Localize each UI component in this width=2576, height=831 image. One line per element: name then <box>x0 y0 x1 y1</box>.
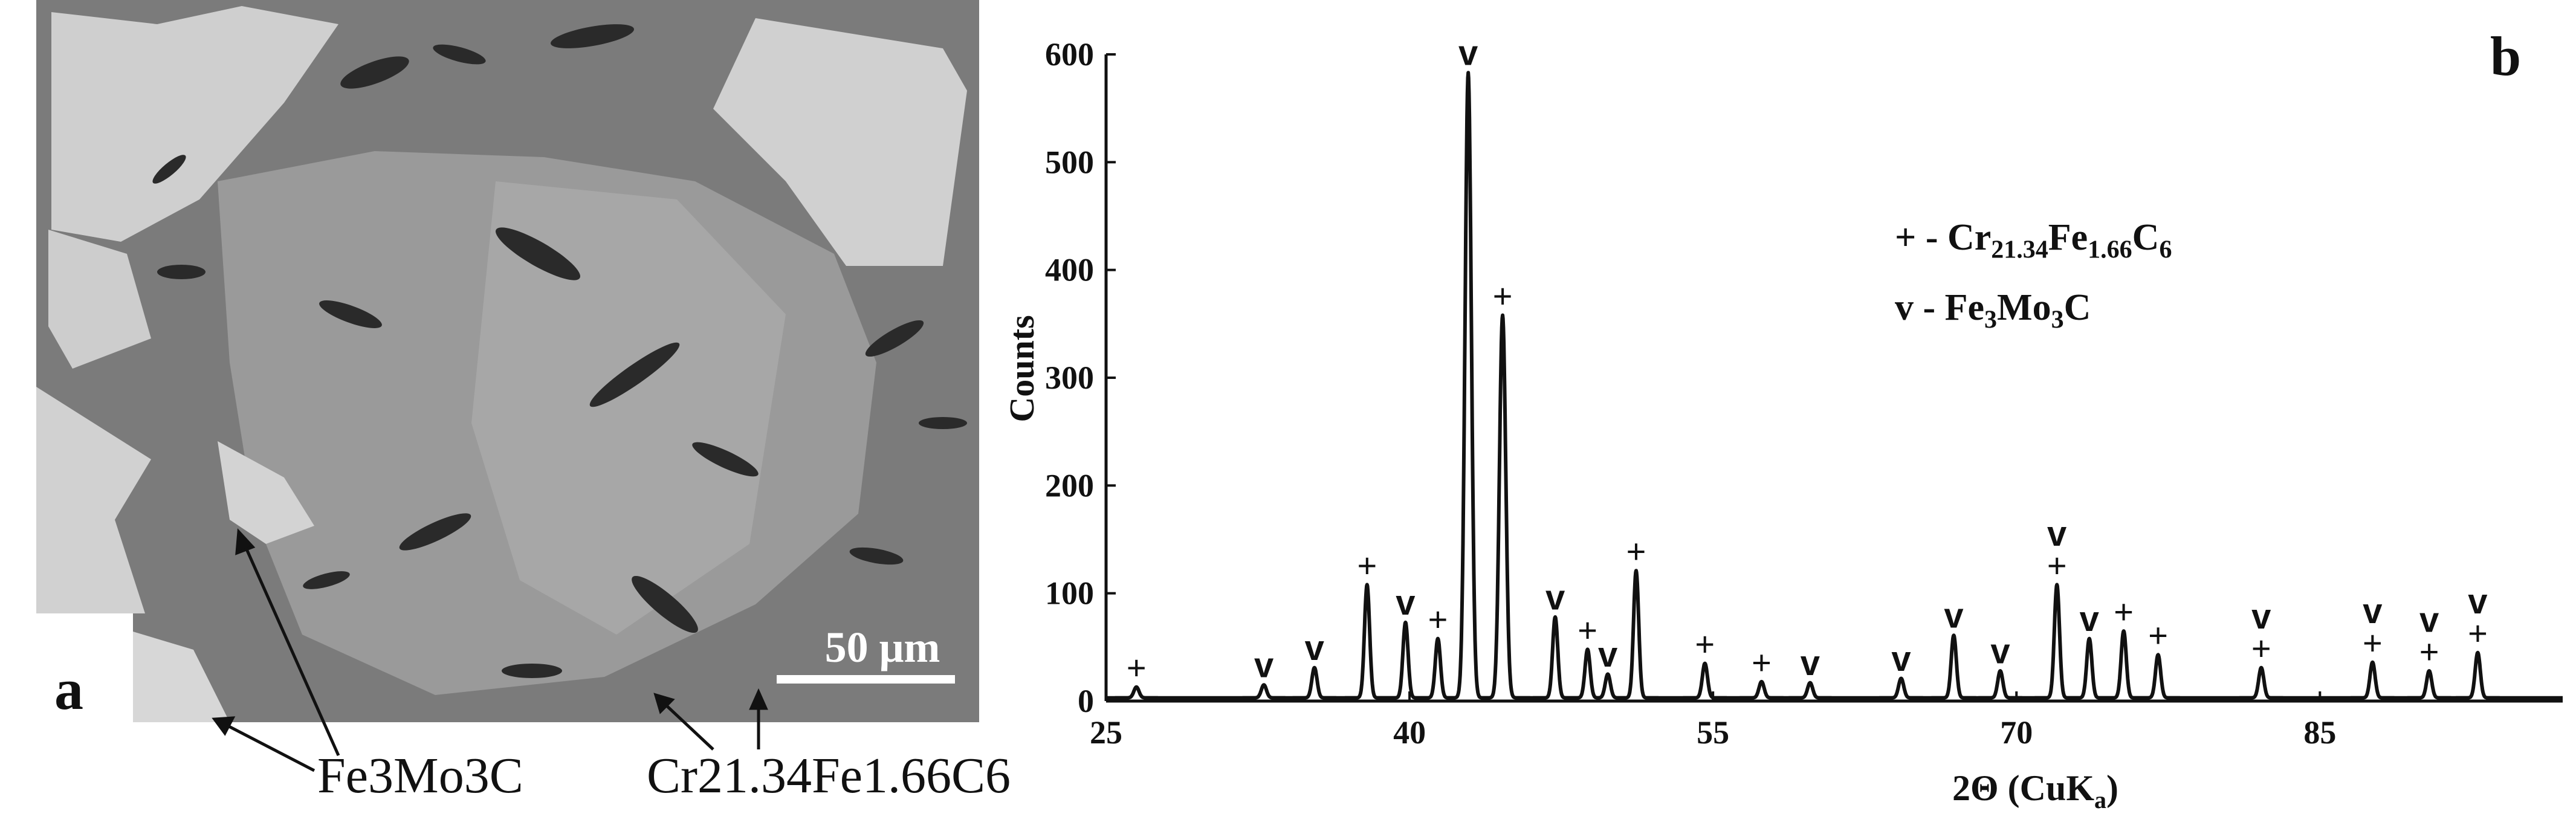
phase-label-fe3mo3c: Fe3Mo3C <box>317 748 523 804</box>
y-tick-label: 400 <box>1045 252 1094 288</box>
peak-marker-fe3mo3c: v <box>2251 597 2271 636</box>
peak-marker-cr-fe-c: + <box>1626 532 1646 571</box>
peak-marker-fe3mo3c: v <box>2363 592 2382 631</box>
peak-marker-fe3mo3c: v <box>1396 583 1415 622</box>
panel-letter-a: a <box>54 657 83 722</box>
peak-marker-fe3mo3c: v <box>1305 629 1324 668</box>
chart-legend: + - Cr21.34Fe1.66C6 v - Fe3Mo3C <box>1895 209 2172 349</box>
y-axis-title: Counts <box>1002 315 1041 422</box>
peak-marker-cr-fe-c: + <box>2363 624 2383 662</box>
carbide-block <box>51 6 338 242</box>
legend-entry-cr-fe-c: + - Cr21.34Fe1.66C6 <box>1895 217 2172 264</box>
peak-marker-fe3mo3c: v <box>1598 635 1617 674</box>
micrograph-panel: a 50 μm Fe3Mo3C Cr21.34Fe1.66C6 <box>0 0 1011 831</box>
dark-precipitates <box>152 24 967 678</box>
peak-marker-fe3mo3c: v <box>1545 578 1565 617</box>
chart-ticks: 0 100 200 300 400 500 600 25 40 55 70 85 <box>1045 36 2336 751</box>
panel-letter-b: b <box>2490 25 2522 87</box>
y-tick-label: 600 <box>1045 36 1094 73</box>
peak-marker-cr-fe-c: + <box>2114 592 2134 630</box>
carbide-block <box>48 230 151 369</box>
peak-marker-cr-fe-c: + <box>2251 629 2271 667</box>
peak-marker-fe3mo3c: v <box>1254 646 1273 685</box>
x-tick-label: 55 <box>1697 714 1729 751</box>
legend-entry-fe3mo3c: v - Fe3Mo3C <box>1895 287 2091 334</box>
x-tick-label: 70 <box>2000 714 2033 751</box>
x-tick-label: 85 <box>2303 714 2336 751</box>
peak-marker-fe3mo3c: v <box>1891 639 1911 679</box>
peak-marker-cr-fe-c: + <box>1493 277 1513 315</box>
carbide-block <box>36 387 151 613</box>
carbide-block <box>133 632 230 722</box>
peak-marker-cr-fe-c: + <box>2148 616 2168 655</box>
y-tick-label: 0 <box>1078 683 1094 719</box>
x-axis-title: 2Θ (CuKa) <box>1952 768 2119 813</box>
peak-marker-cr-fe-c: + <box>1578 611 1597 649</box>
chart-axes <box>1104 54 2563 703</box>
scale-bar <box>777 675 955 684</box>
peak-marker-cr-fe-c: + <box>2047 546 2067 584</box>
peak-marker-fe3mo3c: v <box>1458 34 1478 73</box>
peak-marker-cr-fe-c: + <box>1752 643 1772 681</box>
peak-marker-cr-fe-c: + <box>1127 648 1147 687</box>
carbide-block <box>218 441 314 544</box>
y-tick-label: 200 <box>1045 467 1094 503</box>
peak-marker-fe3mo3c: v <box>2080 600 2099 639</box>
peak-markers: + v v+v +v+v+v++ + v vvv+vv ++ +v+v+v +v <box>1127 34 2488 687</box>
annotation-arrows <box>212 528 768 772</box>
x-tick-label: 25 <box>1090 714 1122 751</box>
y-tick-label: 100 <box>1045 575 1094 612</box>
peak-marker-cr-fe-c: + <box>2419 632 2439 670</box>
peak-marker-cr-fe-c: + <box>1428 600 1448 638</box>
peak-marker-cr-fe-c: + <box>1357 546 1377 584</box>
peak-marker-fe3mo3c: v <box>1944 597 1963 636</box>
carbide-block <box>713 18 967 266</box>
label-background <box>0 613 133 722</box>
peak-marker-cr-fe-c: + <box>2468 614 2488 652</box>
y-tick-label: 300 <box>1045 360 1094 396</box>
peak-marker-fe3mo3c: v <box>2419 600 2439 639</box>
sem-micrograph <box>0 0 979 772</box>
x-tick-label: 40 <box>1393 714 1426 751</box>
scale-bar-label: 50 μm <box>824 623 940 671</box>
peak-marker-cr-fe-c: + <box>1695 625 1715 663</box>
phase-label-cr-fe-c: Cr21.34Fe1.66C6 <box>647 748 1011 804</box>
peak-marker-fe3mo3c: v <box>1801 644 1820 683</box>
xrd-pattern-line <box>1104 71 2565 700</box>
peak-marker-fe3mo3c: v <box>2468 582 2487 621</box>
eutectic-region <box>471 181 786 635</box>
peak-marker-fe3mo3c: v <box>1990 632 2010 671</box>
y-tick-label: 500 <box>1045 144 1094 180</box>
peak-marker-fe3mo3c: v <box>2047 514 2066 554</box>
